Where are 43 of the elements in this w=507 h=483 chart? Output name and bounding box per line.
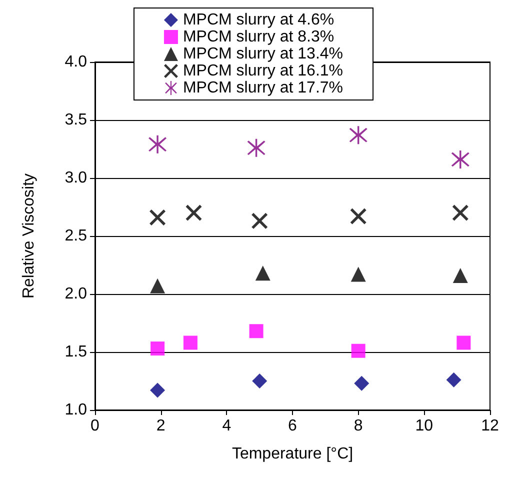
legend-label: MPCM slurry at 4.6% xyxy=(182,12,334,28)
x-axis-title: Temperature [°C] xyxy=(232,446,354,462)
point xyxy=(452,268,468,283)
y-tick-label: 1.5 xyxy=(64,344,88,360)
y-tick-label: 3.0 xyxy=(64,170,88,186)
y-axis-title: Relative Viscosity xyxy=(20,173,38,299)
point xyxy=(350,266,366,282)
point xyxy=(351,344,366,358)
point xyxy=(148,135,167,154)
x-tick-label: 6 xyxy=(288,418,298,434)
x-tick-label: 10 xyxy=(415,418,434,434)
x-tick-label: 8 xyxy=(354,418,363,434)
point xyxy=(183,336,198,350)
x-tick-label: 0 xyxy=(90,418,100,434)
point xyxy=(252,212,268,229)
point xyxy=(354,376,370,391)
legend-label: MPCM slurry at 16.1% xyxy=(182,62,344,80)
point xyxy=(186,204,202,221)
point xyxy=(247,138,266,157)
x-tick-label: 2 xyxy=(156,418,166,434)
y-tick-label: 2.0 xyxy=(64,286,88,302)
legend-label: MPCM slurry at 13.4% xyxy=(182,46,344,62)
point xyxy=(456,336,471,350)
point xyxy=(451,150,470,168)
legend-label: MPCM slurry at 8.3% xyxy=(182,28,334,46)
point xyxy=(150,278,166,294)
point xyxy=(150,382,166,398)
point xyxy=(350,208,366,224)
y-tick-label: 1.0 xyxy=(64,402,88,418)
x-tick-label: 12 xyxy=(481,418,499,434)
point xyxy=(249,324,264,338)
point xyxy=(150,342,165,356)
x-tick-label: 4 xyxy=(222,418,232,434)
legend-label: MPCM slurry at 17.7% xyxy=(182,80,344,96)
y-tick-label: 2.5 xyxy=(64,228,88,244)
y-tick-label: 4.0 xyxy=(64,54,88,70)
point xyxy=(446,372,462,388)
point xyxy=(255,266,270,281)
point xyxy=(452,204,468,221)
point xyxy=(150,209,166,226)
y-tick-label: 3.5 xyxy=(64,112,88,128)
point xyxy=(349,126,368,144)
point xyxy=(252,374,268,388)
